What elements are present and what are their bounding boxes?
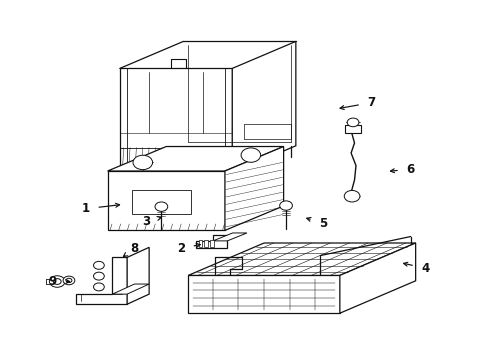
Text: 9: 9 xyxy=(49,275,57,288)
Circle shape xyxy=(279,201,292,210)
Polygon shape xyxy=(107,171,224,230)
Polygon shape xyxy=(195,235,227,248)
Circle shape xyxy=(133,155,152,170)
Polygon shape xyxy=(213,233,246,241)
Circle shape xyxy=(93,272,104,280)
Text: 6: 6 xyxy=(406,163,414,176)
Polygon shape xyxy=(232,41,295,173)
Polygon shape xyxy=(112,284,149,294)
Polygon shape xyxy=(224,147,283,230)
Circle shape xyxy=(93,283,104,291)
Polygon shape xyxy=(127,247,149,304)
Text: 4: 4 xyxy=(421,262,428,275)
Polygon shape xyxy=(188,243,415,275)
Polygon shape xyxy=(76,257,127,304)
Polygon shape xyxy=(198,240,202,247)
Text: 2: 2 xyxy=(177,242,184,255)
Polygon shape xyxy=(188,275,339,313)
Polygon shape xyxy=(210,240,213,247)
Text: 7: 7 xyxy=(367,96,375,109)
Polygon shape xyxy=(339,243,415,313)
Text: 8: 8 xyxy=(130,242,138,255)
Circle shape xyxy=(241,148,260,162)
Circle shape xyxy=(49,276,65,287)
Circle shape xyxy=(63,276,75,285)
Circle shape xyxy=(155,202,167,211)
Polygon shape xyxy=(344,125,360,133)
Text: 1: 1 xyxy=(81,202,89,215)
Polygon shape xyxy=(120,68,232,173)
Text: 3: 3 xyxy=(142,215,150,228)
Circle shape xyxy=(66,278,72,283)
Polygon shape xyxy=(107,147,283,171)
Circle shape xyxy=(346,118,358,127)
Polygon shape xyxy=(204,240,207,247)
Polygon shape xyxy=(132,190,190,214)
Circle shape xyxy=(344,190,359,202)
Text: 5: 5 xyxy=(318,217,326,230)
Circle shape xyxy=(53,279,61,284)
Circle shape xyxy=(93,261,104,269)
